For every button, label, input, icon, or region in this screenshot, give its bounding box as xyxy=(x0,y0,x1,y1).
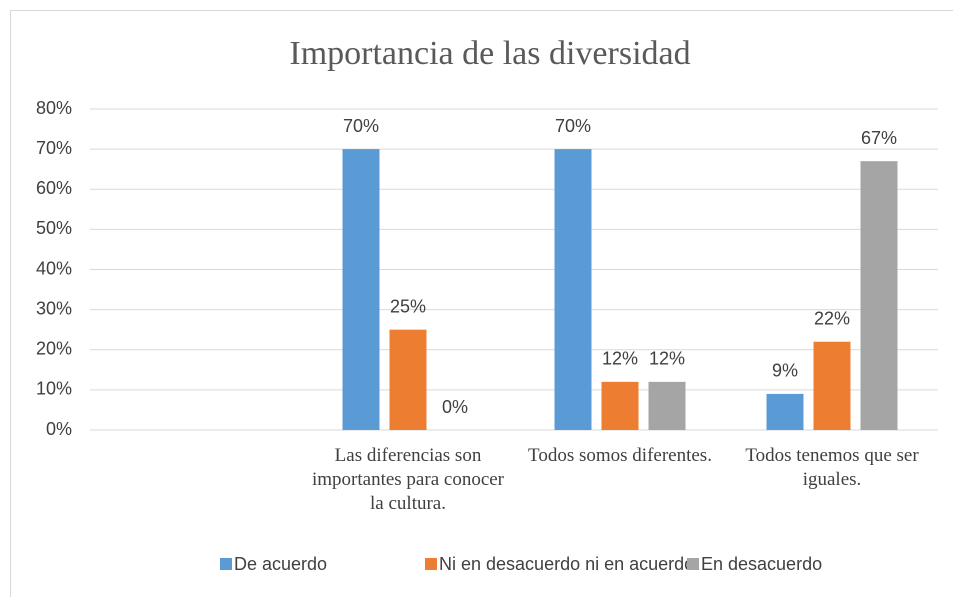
chart-title: Importancia de las diversidad xyxy=(289,35,690,72)
data-label: 0% xyxy=(442,397,468,417)
bar xyxy=(601,381,639,430)
y-tick-label: 0% xyxy=(46,419,72,439)
y-tick-label: 10% xyxy=(36,379,72,399)
legend-label: De acuerdo xyxy=(234,554,327,574)
y-tick-label: 60% xyxy=(36,178,72,198)
y-tick-label: 70% xyxy=(36,138,72,158)
legend-swatch xyxy=(220,558,232,570)
data-label: 12% xyxy=(602,349,638,369)
y-tick-label: 40% xyxy=(36,258,72,278)
bar xyxy=(648,381,686,430)
data-label: 67% xyxy=(861,128,897,148)
data-label: 12% xyxy=(649,349,685,369)
x-tick-label: Las diferencias son importantes para con… xyxy=(311,445,505,514)
data-label: 22% xyxy=(814,308,850,328)
bar xyxy=(860,161,898,430)
legend-label: En desacuerdo xyxy=(701,554,822,574)
bar xyxy=(389,329,427,430)
legend-swatch xyxy=(425,558,437,570)
bar xyxy=(813,341,851,430)
legend-swatch xyxy=(687,558,699,570)
x-tick-label: Todos tenemos que ser iguales. xyxy=(745,445,919,490)
data-label: 70% xyxy=(343,116,379,136)
bar xyxy=(554,149,592,430)
bar xyxy=(766,393,804,430)
data-label: 25% xyxy=(390,296,426,316)
y-tick-label: 30% xyxy=(36,298,72,318)
data-label: 70% xyxy=(555,116,591,136)
data-label: 9% xyxy=(772,361,798,381)
y-tick-label: 50% xyxy=(36,218,72,238)
chart-frame xyxy=(10,10,953,597)
legend-label: Ni en desacuerdo ni en acuerdo xyxy=(439,554,694,574)
bar xyxy=(342,149,380,430)
y-tick-label: 80% xyxy=(36,98,72,118)
x-tick-label: Todos somos diferentes. xyxy=(528,445,712,466)
y-tick-label: 20% xyxy=(36,339,72,359)
